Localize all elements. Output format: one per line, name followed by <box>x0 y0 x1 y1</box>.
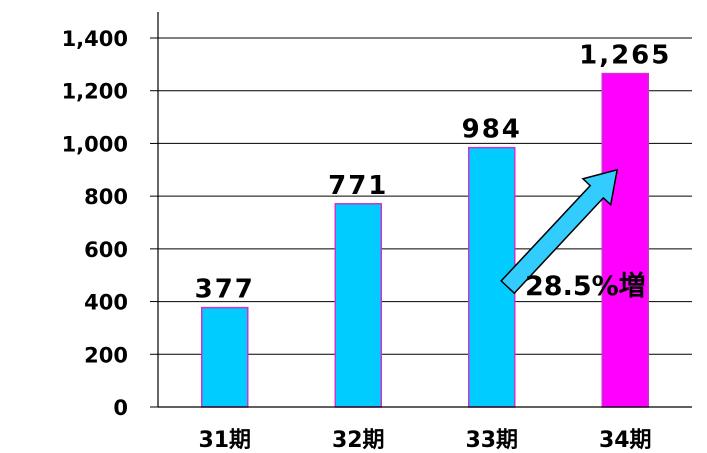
x-category-label: 34期 <box>599 428 652 453</box>
y-tick-label: 200 <box>84 343 128 367</box>
y-tick-labels: 0 200 400 600 800 1,000 1,200 1,400 <box>62 27 128 420</box>
x-category-label: 31期 <box>198 428 251 453</box>
y-tick-label: 0 <box>113 396 128 420</box>
x-category-labels: 31期 32期 33期 34期 <box>198 428 651 453</box>
y-tick-label: 400 <box>84 291 128 315</box>
data-labels: 377 771 984 1,265 <box>195 41 671 305</box>
y-tick-label: 600 <box>84 238 128 262</box>
y-tick-label: 1,000 <box>62 132 128 156</box>
bar-value-label: 771 <box>328 171 388 201</box>
growth-percentage-label: 28.5%増 <box>525 270 646 302</box>
bar <box>601 72 649 408</box>
bars <box>201 72 649 408</box>
growth-arrow-icon <box>500 168 619 295</box>
y-tick-label: 800 <box>84 185 128 209</box>
bar <box>201 306 249 408</box>
x-category-label: 33期 <box>465 428 518 453</box>
x-category-label: 32期 <box>332 428 385 453</box>
bar-value-label: 984 <box>462 115 522 145</box>
bar <box>334 203 382 408</box>
y-tick-label: 1,200 <box>62 80 128 104</box>
growth-annotation: 28.5%増 <box>500 168 646 302</box>
bar-value-label: 377 <box>195 275 255 305</box>
bar-value-label: 1,265 <box>579 41 671 71</box>
gridlines <box>158 37 692 355</box>
y-tick-label: 1,400 <box>62 27 128 51</box>
axes <box>150 12 692 408</box>
